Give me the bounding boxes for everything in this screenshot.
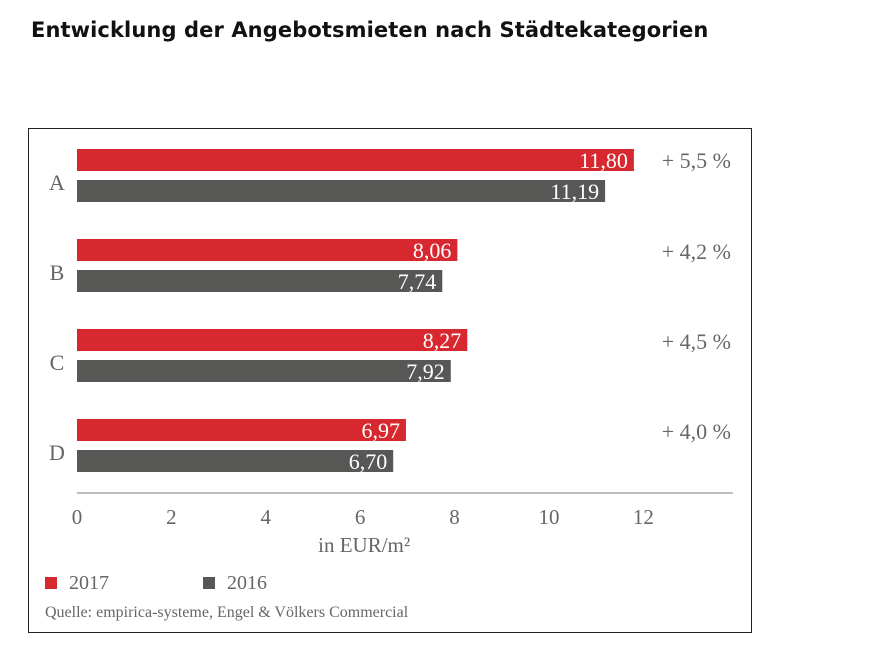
change-label-C: + 4,5 % xyxy=(662,329,731,354)
legend-label-2017: 2017 xyxy=(69,572,109,594)
x-tick-label: 0 xyxy=(72,505,83,529)
bar-value-label-C-2016: 7,92 xyxy=(406,359,445,384)
bar-A-2016 xyxy=(77,180,606,202)
bar-value-label-A-2016: 11,19 xyxy=(550,179,599,204)
category-label-B: B xyxy=(50,260,65,285)
bar-value-label-B-2016: 7,74 xyxy=(398,269,437,294)
chart-frame: 11,80 11,19 A + 5,5 % 8,06 7,74 B + 4,2 % 8,27 7,… xyxy=(28,128,752,633)
bar-C-2017 xyxy=(77,329,468,351)
bar-B-2016 xyxy=(77,270,443,292)
category-label-A: A xyxy=(49,170,65,195)
bar-D-2016 xyxy=(77,450,394,472)
bars-layer: 11,80 11,19 A + 5,5 % 8,06 7,74 B + 4,2 % 8,27 7,… xyxy=(49,148,731,474)
category-label-D: D xyxy=(49,440,65,465)
change-label-B: + 4,2 % xyxy=(662,239,731,264)
bar-value-label-C-2017: 8,27 xyxy=(423,328,462,353)
legend-label-2016: 2016 xyxy=(227,572,267,594)
category-label-C: C xyxy=(50,350,65,375)
bar-value-label-B-2017: 8,06 xyxy=(413,238,452,263)
bar-value-label-D-2017: 6,97 xyxy=(361,418,400,443)
x-tick-label: 10 xyxy=(538,505,559,529)
bar-B-2017 xyxy=(77,239,458,261)
bar-chart: 11,80 11,19 A + 5,5 % 8,06 7,74 B + 4,2 % 8,27 7,… xyxy=(45,148,733,621)
x-tick-label: 12 xyxy=(633,505,654,529)
bar-C-2016 xyxy=(77,360,451,382)
change-label-D: + 4,0 % xyxy=(662,419,731,444)
x-tick-label: 4 xyxy=(261,505,272,529)
bar-D-2017 xyxy=(77,419,406,441)
legend: 2017 2016 xyxy=(45,572,267,594)
x-axis-label: in EUR/m² xyxy=(318,533,410,557)
x-tick-label: 6 xyxy=(355,505,366,529)
legend-swatch-2016 xyxy=(203,577,215,589)
legend-swatch-2017 xyxy=(45,577,57,589)
bar-A-2017 xyxy=(77,149,634,171)
change-label-A: + 5,5 % xyxy=(662,148,731,173)
x-ticks-layer: 0 2 4 6 8 10 12 xyxy=(72,505,654,529)
x-tick-label: 2 xyxy=(166,505,177,529)
x-tick-label: 8 xyxy=(449,505,460,529)
bar-value-label-A-2017: 11,80 xyxy=(579,148,628,173)
page-title: Entwicklung der Angebotsmieten nach Städ… xyxy=(31,18,709,42)
bar-value-label-D-2016: 6,70 xyxy=(349,449,388,474)
source-note: Quelle: empirica-systeme, Engel & Völker… xyxy=(45,604,409,621)
